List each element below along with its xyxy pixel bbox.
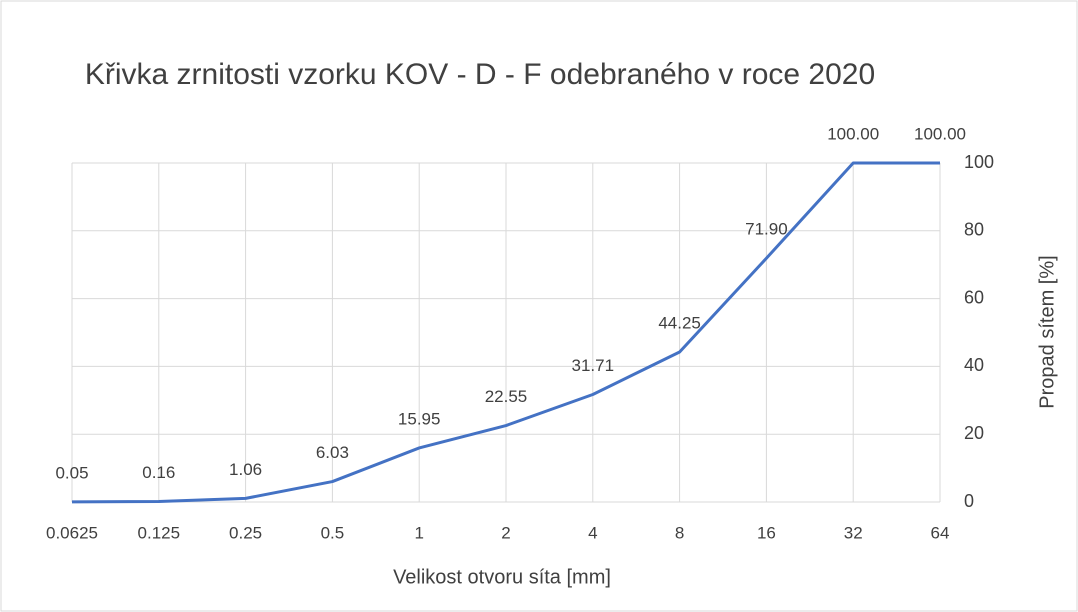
y-tick-label: 100 [964, 152, 994, 172]
data-label: 1.06 [229, 460, 262, 479]
x-tick-label: 8 [675, 523, 684, 542]
x-tick-label: 4 [588, 523, 597, 542]
x-tick-label: 16 [757, 523, 776, 542]
x-tick-label: 32 [844, 523, 863, 542]
y-tick-label: 80 [964, 220, 984, 240]
x-tick-label: 0.0625 [46, 523, 98, 542]
data-label: 100.00 [914, 124, 966, 143]
data-label: 31.71 [572, 356, 615, 375]
data-label: 22.55 [485, 387, 528, 406]
y-tick-label: 20 [964, 423, 984, 443]
chart-title: Křivka zrnitosti vzorku KOV - D - F odeb… [84, 58, 876, 91]
data-label: 6.03 [316, 443, 349, 462]
x-tick-label: 0.125 [138, 523, 181, 542]
y-tick-label: 0 [964, 491, 974, 511]
data-label: 0.05 [55, 463, 88, 482]
data-label: 15.95 [398, 409, 441, 428]
x-tick-label: 1 [414, 523, 423, 542]
y-tick-label: 60 [964, 287, 984, 307]
x-tick-label: 2 [501, 523, 510, 542]
x-tick-label: 64 [931, 523, 950, 542]
x-axis-label: Velikost otvoru síta [mm] [393, 566, 611, 588]
data-label: 100.00 [827, 124, 879, 143]
data-line [71, 161, 940, 504]
data-label: 71.90 [745, 220, 788, 239]
x-tick-label: 0.5 [321, 523, 345, 542]
data-label: 44.25 [658, 313, 701, 332]
y-axis-label: Propad sítem [%] [1036, 255, 1058, 408]
y-tick-label: 40 [964, 355, 984, 375]
x-tick-label: 0.25 [229, 523, 262, 542]
data-label: 0.16 [142, 463, 175, 482]
